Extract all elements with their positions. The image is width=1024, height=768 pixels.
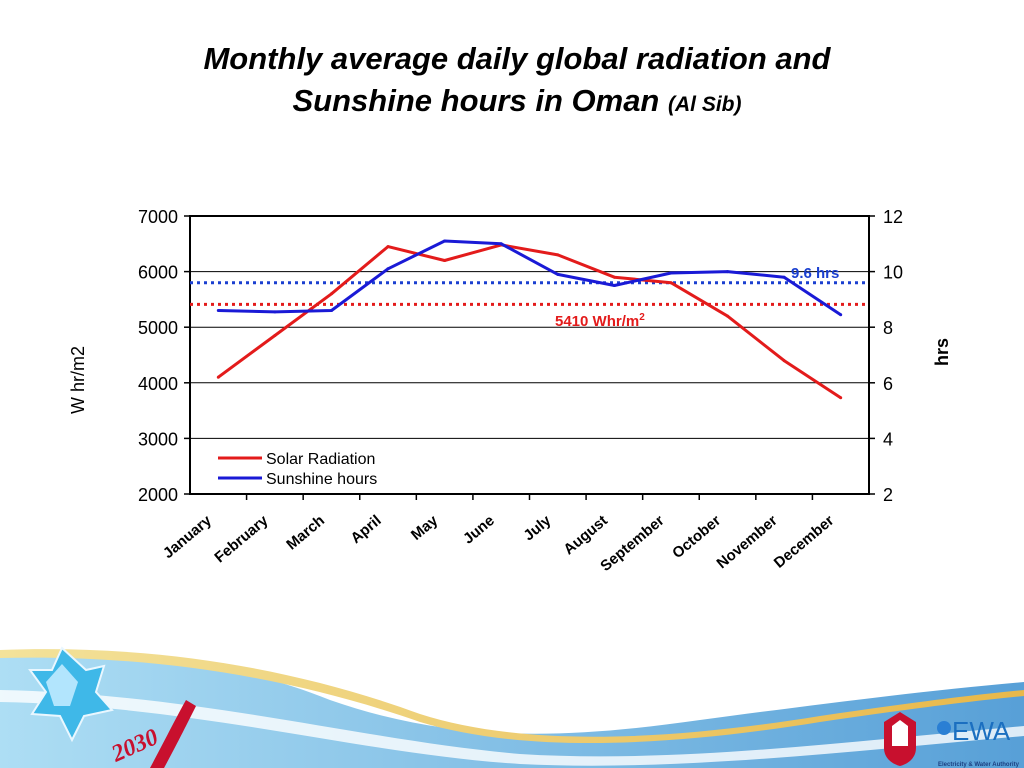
dual-axis-line-chart: 7000 6000 5000 4000 3000 2000 12 10 8 6 4 2 Januar… xyxy=(68,207,952,575)
left-axis-tick-label-4: 3000 xyxy=(138,429,178,449)
ewa-logo-text: EWA xyxy=(952,716,1011,746)
flag-ribbon xyxy=(150,700,196,768)
series-lines xyxy=(216,239,843,400)
title-line-2: Sunshine hours in Oman xyxy=(292,83,660,118)
x-tick-label-december: December xyxy=(771,512,838,572)
footer-banner: 2030 EWA Electricity & Water Authority xyxy=(0,646,1024,768)
legend-label-sunshine-hours: Sunshine hours xyxy=(266,471,377,488)
reference-lines xyxy=(190,281,869,306)
crystal-emblem xyxy=(28,646,114,743)
left-axis-tick-label-5: 2000 xyxy=(138,485,178,505)
data-point-1-february xyxy=(273,310,277,314)
data-point-1-june xyxy=(499,242,503,246)
title-line-1: Monthly average daily global radiation a… xyxy=(203,41,831,76)
slide-title: Monthly average daily global radiation a… xyxy=(0,38,1024,126)
left-axis-tick-label-3: 4000 xyxy=(138,374,178,394)
x-tick-label-january: January xyxy=(160,512,216,562)
x-tick-label-october: October xyxy=(669,512,724,562)
data-point-0-march xyxy=(330,292,333,296)
data-point-1-may xyxy=(443,239,447,243)
legend: Solar Radiation Sunshine hours xyxy=(218,451,377,488)
data-point-1-march xyxy=(330,309,333,312)
data-point-0-july xyxy=(556,253,560,257)
data-point-1-january xyxy=(216,309,220,312)
data-point-1-april xyxy=(386,267,390,271)
x-tick-marks xyxy=(245,494,814,500)
data-point-1-december xyxy=(839,313,843,317)
right-axis-tick-labels: 12 10 8 6 4 2 xyxy=(883,207,903,505)
data-point-0-september xyxy=(669,281,673,285)
data-point-0-november xyxy=(782,359,786,363)
right-axis-tick-label-2: 8 xyxy=(883,318,893,338)
x-tick-label-may: May xyxy=(408,512,442,544)
reference-label-radiation: 5410 Whr/m2 xyxy=(555,312,645,330)
series-line-solar-radiation xyxy=(217,243,842,400)
left-axis-tick-label-1: 6000 xyxy=(138,263,178,283)
x-tick-label-april: April xyxy=(348,512,385,547)
data-point-0-may xyxy=(443,259,447,262)
x-tick-label-june: June xyxy=(460,512,498,548)
x-tick-label-august: August xyxy=(560,512,611,558)
drop-icon xyxy=(937,721,951,735)
data-point-0-october xyxy=(726,314,729,318)
x-tick-label-march: March xyxy=(283,512,328,553)
data-point-1-july xyxy=(556,272,560,276)
title-subtitle: (Al Sib) xyxy=(668,93,742,116)
right-axis-label: hrs xyxy=(932,338,952,366)
data-point-0-february xyxy=(273,334,277,337)
right-axis-tick-label-1: 10 xyxy=(883,263,903,283)
data-point-1-september xyxy=(669,271,673,275)
left-axis-tick-labels: 7000 6000 5000 4000 3000 2000 xyxy=(138,207,178,505)
ewa-logo-subtext: Electricity & Water Authority xyxy=(938,762,1020,768)
data-point-0-april xyxy=(386,245,390,249)
reference-label-sunshine: 9.6 hrs xyxy=(791,265,839,282)
right-axis-tick-label-3: 6 xyxy=(883,374,893,394)
data-point-0-december xyxy=(839,396,843,400)
series-line-sunshine-hours xyxy=(218,239,842,316)
footer-white-swoosh xyxy=(0,690,1024,766)
left-axis-label: W hr/m2 xyxy=(68,346,88,414)
bahrain-emblem xyxy=(884,712,916,766)
right-axis-tick-label-5: 2 xyxy=(883,485,893,505)
data-point-1-november xyxy=(782,275,786,279)
data-point-1-october xyxy=(726,270,729,274)
footer-yellow-swoosh xyxy=(0,649,1024,744)
data-point-0-august xyxy=(612,275,616,279)
x-tick-label-february: February xyxy=(211,512,272,567)
left-axis-tick-label-0: 7000 xyxy=(138,207,178,227)
x-tick-label-november: November xyxy=(714,512,781,572)
right-axis-tick-label-0: 12 xyxy=(883,207,903,227)
data-point-1-august xyxy=(612,284,616,287)
legend-label-solar-radiation: Solar Radiation xyxy=(266,451,375,468)
x-tick-label-july: July xyxy=(520,512,554,545)
footer-blue-wave xyxy=(0,651,1024,768)
data-point-0-january xyxy=(216,375,220,379)
right-axis-tick-label-4: 4 xyxy=(883,429,893,449)
left-axis-tick-label-2: 5000 xyxy=(138,318,178,338)
